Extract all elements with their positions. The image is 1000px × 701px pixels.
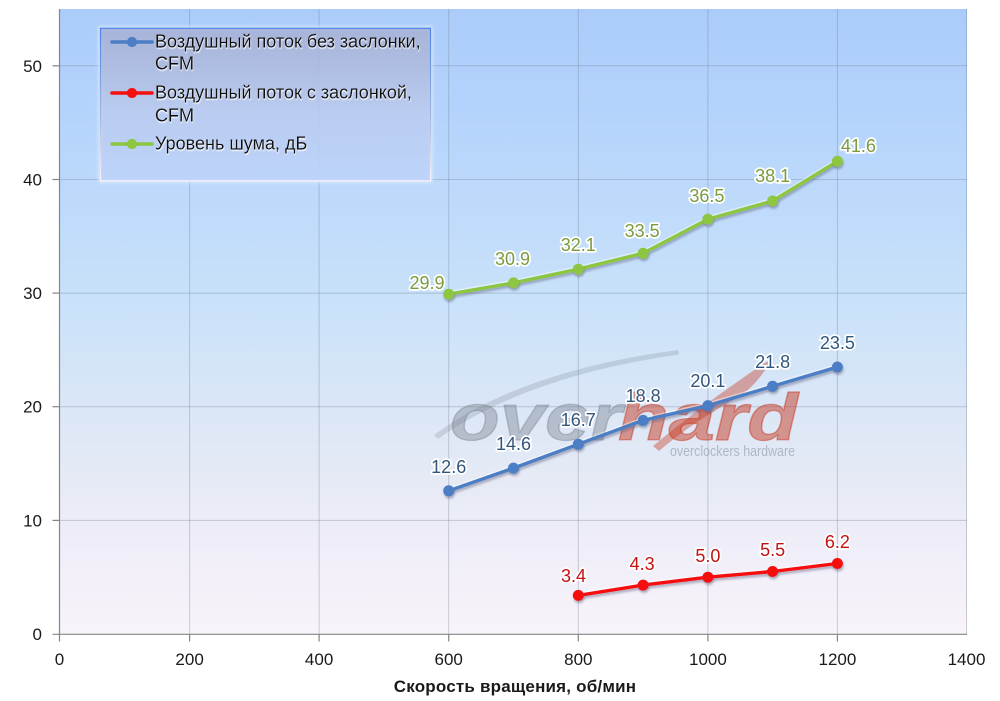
svg-text:1000: 1000 xyxy=(689,650,727,669)
svg-text:600: 600 xyxy=(435,650,463,669)
svg-text:400: 400 xyxy=(305,650,333,669)
svg-text:12.6: 12.6 xyxy=(431,457,466,477)
svg-text:41.6: 41.6 xyxy=(841,136,876,156)
svg-text:overclockers hardware: overclockers hardware xyxy=(670,444,795,460)
svg-text:18.8: 18.8 xyxy=(626,386,661,406)
svg-text:0: 0 xyxy=(55,650,64,669)
svg-text:21.8: 21.8 xyxy=(755,352,790,372)
svg-text:16.7: 16.7 xyxy=(561,410,596,430)
svg-text:800: 800 xyxy=(564,650,592,669)
svg-text:30: 30 xyxy=(23,284,42,303)
svg-text:Воздушный поток с заслонкой,: Воздушный поток с заслонкой, xyxy=(155,83,412,103)
svg-text:CFM: CFM xyxy=(155,54,194,74)
svg-text:5.5: 5.5 xyxy=(760,540,785,560)
svg-text:40: 40 xyxy=(23,171,42,190)
svg-text:29.9: 29.9 xyxy=(409,273,444,293)
svg-text:36.5: 36.5 xyxy=(689,186,724,206)
svg-text:14.6: 14.6 xyxy=(496,434,531,454)
svg-text:32.1: 32.1 xyxy=(561,235,596,255)
svg-text:200: 200 xyxy=(175,650,203,669)
svg-text:20: 20 xyxy=(23,398,42,417)
svg-text:10: 10 xyxy=(23,511,42,530)
svg-text:5.0: 5.0 xyxy=(695,546,720,566)
svg-text:1400: 1400 xyxy=(948,650,986,669)
svg-text:1200: 1200 xyxy=(818,650,856,669)
svg-text:3.4: 3.4 xyxy=(561,566,586,586)
svg-text:20.1: 20.1 xyxy=(690,371,725,391)
svg-text:CFM: CFM xyxy=(155,106,194,126)
svg-text:6.2: 6.2 xyxy=(825,532,850,552)
svg-text:over: over xyxy=(450,380,626,454)
svg-text:4.3: 4.3 xyxy=(630,554,655,574)
svg-text:Уровень шума, дБ: Уровень шума, дБ xyxy=(155,134,307,154)
svg-text:Скорость вращения, об/мин: Скорость вращения, об/мин xyxy=(394,677,637,696)
svg-text:33.5: 33.5 xyxy=(625,221,660,241)
svg-text:50: 50 xyxy=(23,57,42,76)
svg-text:Воздушный поток без заслонки,: Воздушный поток без заслонки, xyxy=(155,32,421,52)
svg-text:30.9: 30.9 xyxy=(495,249,530,269)
svg-text:23.5: 23.5 xyxy=(820,333,855,353)
svg-text:38.1: 38.1 xyxy=(755,166,790,186)
svg-text:0: 0 xyxy=(33,625,42,644)
